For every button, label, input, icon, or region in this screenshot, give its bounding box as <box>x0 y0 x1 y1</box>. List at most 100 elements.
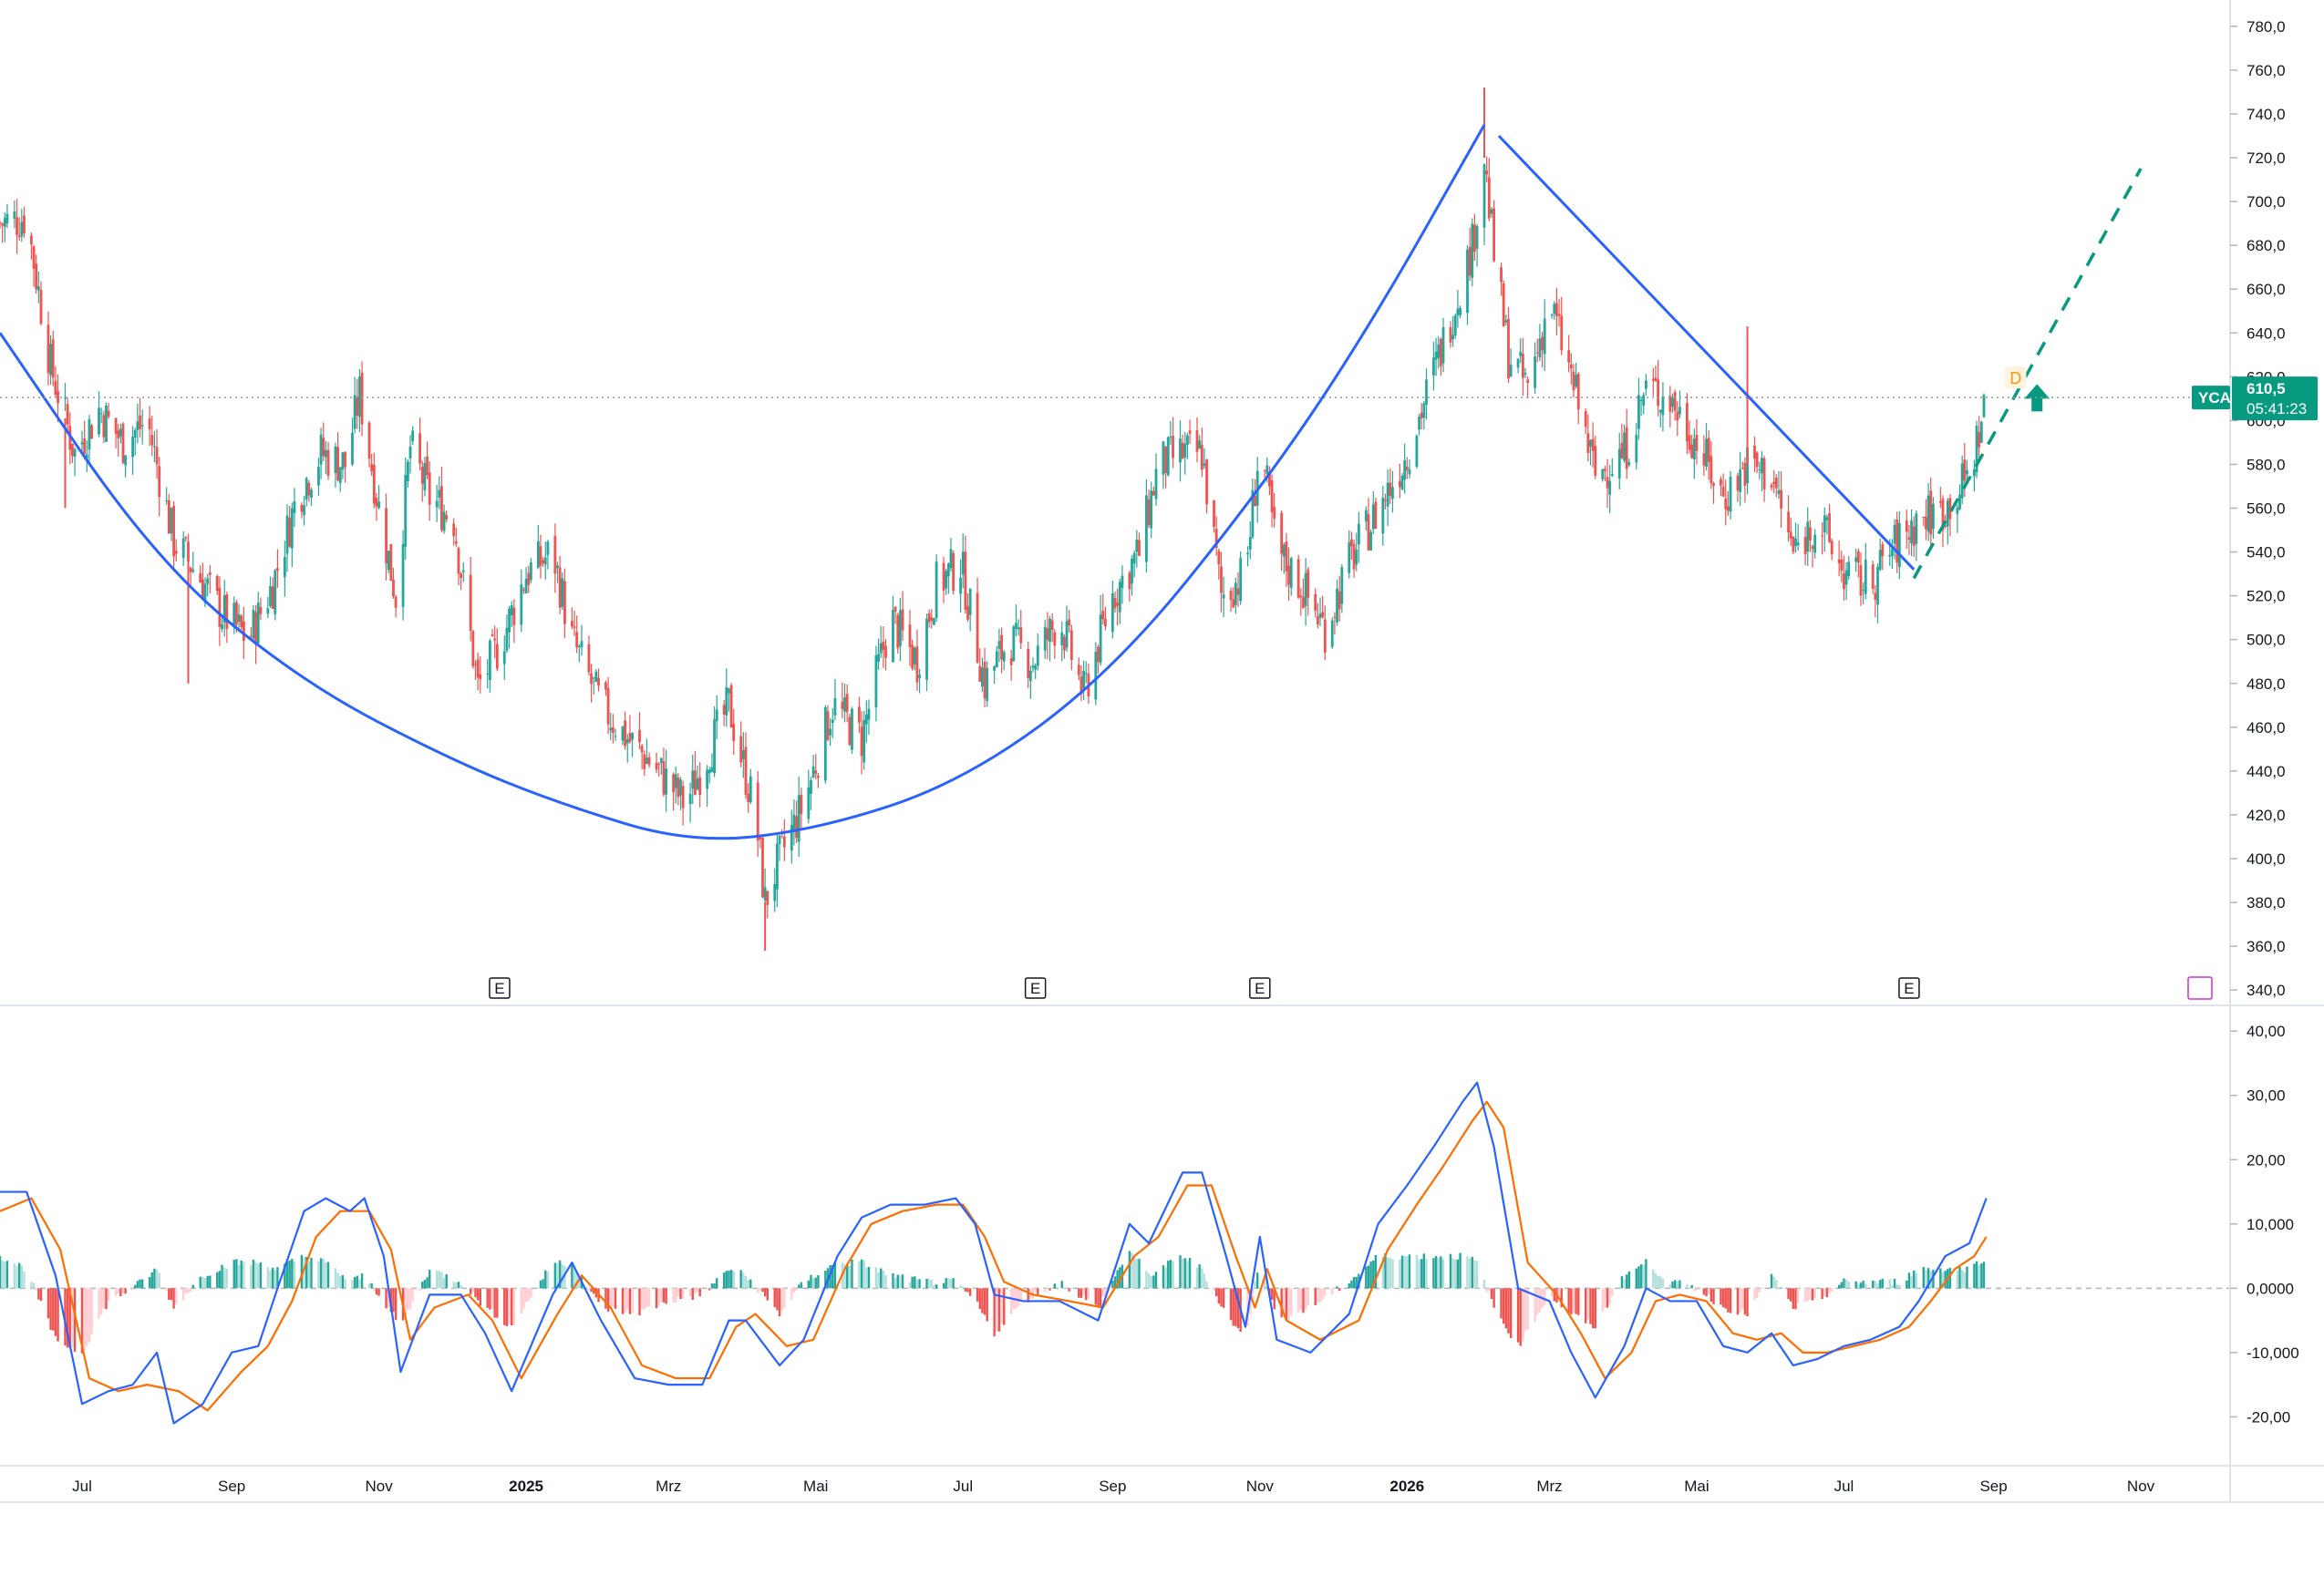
macd-bar <box>1623 1279 1626 1289</box>
candle-body <box>1234 582 1237 605</box>
price-pane[interactable] <box>0 88 2143 951</box>
price-tick-label: 780,0 <box>2247 18 2286 36</box>
candle-body <box>1979 421 1983 443</box>
macd-bar <box>1702 1288 1706 1295</box>
earnings-marker[interactable] <box>1024 977 1047 999</box>
candle-body <box>1135 539 1139 552</box>
macd-bar <box>1181 1258 1184 1289</box>
candle-body <box>1150 490 1153 529</box>
macd-bar <box>1053 1283 1057 1289</box>
candle-body <box>392 580 395 597</box>
macd-bar <box>1232 1288 1234 1326</box>
macd-bar <box>508 1288 511 1324</box>
candle-body <box>1441 326 1445 364</box>
macd-bar <box>218 1271 222 1289</box>
macd-bar <box>512 1288 516 1325</box>
candle-body <box>1535 352 1539 354</box>
macd-axis[interactable]: -20,00 -10,000 0,0000 10,000 20,00 30,00 40,00 <box>2230 1023 2299 1426</box>
macd-bar <box>438 1271 440 1289</box>
macd-bar <box>440 1272 443 1289</box>
candle-body <box>105 405 108 442</box>
macd-bar <box>276 1267 279 1289</box>
candle-body <box>1314 593 1317 612</box>
price-tick-label: 460,0 <box>2247 719 2286 736</box>
candle-body <box>370 464 374 471</box>
candle-body <box>925 618 928 680</box>
candle-body <box>259 606 263 614</box>
candle-body <box>1405 466 1409 470</box>
candle-body <box>1736 475 1740 491</box>
time-tick-label: Jul <box>72 1478 92 1495</box>
earnings-marker[interactable] <box>489 977 511 999</box>
time-axis[interactable]: Jul Sep Nov 2025 Mrz Mai Jul Sep Nov 2026 Mrz Mai Ju… <box>72 1478 2155 1495</box>
macd-bar <box>80 1288 84 1354</box>
candle-body <box>995 651 998 668</box>
macd-bar <box>964 1288 967 1292</box>
price-badge <box>2232 376 2318 421</box>
macd-bar <box>1060 1281 1063 1289</box>
macd-bar <box>1741 1288 1744 1310</box>
macd-bar <box>739 1270 742 1289</box>
macd-bar <box>814 1277 817 1289</box>
macd-bar <box>744 1275 748 1289</box>
macd-bar <box>1553 1288 1555 1302</box>
macd-bar <box>344 1279 346 1289</box>
macd-bar <box>1762 1288 1766 1290</box>
macd-bar <box>817 1274 820 1289</box>
candle-body <box>426 456 429 476</box>
candle-body <box>1762 458 1766 490</box>
macd-bar <box>73 1288 77 1352</box>
candle-body <box>1625 427 1628 469</box>
candle-body <box>1367 514 1370 551</box>
upcoming-earnings-icon[interactable] <box>2187 976 2213 1000</box>
candle-body <box>831 719 834 724</box>
candle-body <box>1002 652 1006 662</box>
candle-body <box>1183 443 1187 458</box>
candle-body <box>1948 498 1952 520</box>
macd-pane[interactable] <box>0 1081 2230 1425</box>
candle-body <box>150 435 154 446</box>
macd-bar <box>1758 1288 1761 1293</box>
candle-body <box>706 769 709 789</box>
macd-bar <box>537 1287 540 1289</box>
candle-body <box>949 549 953 569</box>
candle-body <box>1777 489 1781 494</box>
macd-bar <box>1374 1254 1378 1289</box>
candle-body <box>968 588 972 615</box>
macd-bar <box>158 1272 160 1289</box>
macd-bar <box>655 1288 658 1309</box>
macd-bar <box>1746 1288 1749 1317</box>
candle-body <box>1128 572 1131 590</box>
macd-bar <box>1307 1288 1309 1305</box>
candle-body <box>1063 636 1066 651</box>
earnings-marker[interactable] <box>1249 977 1271 999</box>
candle-body <box>1623 432 1626 461</box>
candle-body <box>221 623 223 630</box>
price-axis[interactable]: 340,0 360,0 380,0 400,0 420,0 440,0 460,0 480,0… <box>2230 18 2286 999</box>
macd-bar <box>716 1278 718 1289</box>
candle-body <box>1642 395 1646 407</box>
macd-bar <box>1577 1288 1580 1315</box>
candle-body <box>290 508 294 549</box>
price-tick-label: 740,0 <box>2247 106 2286 123</box>
macd-bar <box>1560 1288 1563 1308</box>
candle-body <box>454 541 458 544</box>
macd-bar <box>831 1264 834 1289</box>
macd-bar <box>862 1260 865 1289</box>
candle-body <box>1398 480 1401 488</box>
candle-body <box>1287 565 1290 585</box>
candle-body <box>725 686 728 716</box>
candle-body <box>341 452 345 470</box>
candle-body <box>319 434 323 465</box>
candle-body <box>1553 304 1556 314</box>
candle-body <box>1333 616 1337 618</box>
candle-body <box>1644 380 1647 389</box>
macd-bar <box>1003 1288 1006 1325</box>
macd-bar <box>1668 1284 1672 1289</box>
candle-body <box>935 561 938 618</box>
macd-bar <box>1543 1288 1546 1305</box>
earnings-marker[interactable] <box>1898 977 1920 999</box>
macd-bar <box>725 1271 728 1289</box>
candle-body <box>1280 512 1284 554</box>
